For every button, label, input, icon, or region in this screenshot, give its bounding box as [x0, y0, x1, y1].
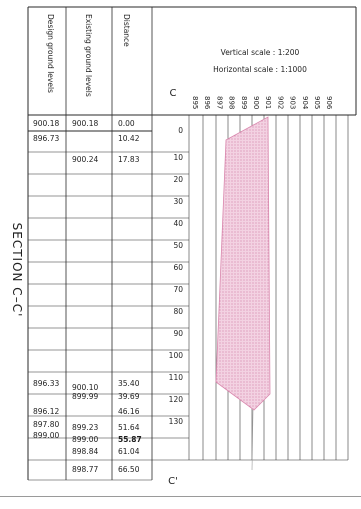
chainage-tick-60: 60	[173, 263, 183, 272]
row-9-distance: 66.50	[118, 465, 140, 474]
level-tick-901: 901	[264, 96, 272, 109]
row-2-existing: 900.24	[72, 155, 98, 164]
page-bottom-rule	[0, 496, 361, 497]
start-marker: C	[170, 88, 177, 99]
chainage-tick-120: 120	[169, 395, 184, 404]
row-9-existing: 898.77	[72, 465, 98, 474]
level-tick-902: 902	[276, 96, 284, 109]
level-table-lines	[28, 7, 153, 481]
level-tick-896: 896	[203, 96, 211, 110]
chainage-tick-10: 10	[173, 153, 183, 162]
chainage-tick-90: 90	[173, 329, 183, 338]
row-5-distance: 46.16	[118, 407, 140, 416]
level-tick-898: 898	[228, 96, 236, 109]
existing-levels-header: Existing ground levels	[84, 14, 93, 97]
chainage-tick-50: 50	[173, 241, 183, 250]
chainage-tick-80: 80	[173, 307, 183, 316]
chainage-tick-110: 110	[169, 373, 184, 382]
row-8-existing: 898.84	[72, 447, 98, 456]
level-tick-900: 900	[252, 96, 260, 109]
row-4-existing: 899.99	[72, 392, 98, 401]
level-tick-labels: 895 896 897 898 899 900 901 902 903 904 905 906	[191, 96, 333, 110]
level-tick-903: 903	[289, 96, 297, 109]
row-7-existing: 899.00	[72, 435, 98, 444]
chainage-tick-30: 30	[173, 197, 183, 206]
reference-existing-level: 900.18	[72, 119, 98, 128]
distance-header: Distance	[122, 14, 131, 47]
level-tick-905: 905	[313, 96, 321, 109]
fill-hatch-area	[215, 116, 271, 411]
row-7-distance: 55.87	[118, 435, 142, 444]
chainage-tick-40: 40	[173, 219, 183, 228]
end-marker: C'	[168, 476, 178, 487]
level-tick-904: 904	[301, 96, 309, 110]
chainage-tick-100: 100	[169, 351, 184, 360]
vertical-scale-note: Vertical scale : 1:200	[221, 48, 300, 57]
section-label: SECTION C–C'	[10, 223, 24, 318]
row-3-distance: 35.40	[118, 379, 140, 388]
chainage-tick-labels: 0 10 20 30 40 50 60 70 80 90 100 110 120 130	[169, 126, 184, 426]
level-tick-895: 895	[191, 96, 199, 109]
chainage-tick-20: 20	[173, 175, 183, 184]
reference-distance: 0.00	[118, 119, 135, 128]
row-7-design: 899.00	[33, 431, 59, 440]
row-6-design: 897.80	[33, 420, 59, 429]
reference-design-level: 900.18	[33, 119, 59, 128]
chainage-tick-70: 70	[173, 285, 183, 294]
chainage-tick-0: 0	[178, 126, 183, 135]
ground-profile-line	[251, 409, 254, 471]
row-6-distance: 51.64	[118, 423, 140, 432]
row-3-existing: 900.10	[72, 383, 98, 392]
design-levels-header: Design ground levels	[46, 14, 55, 93]
row-1-distance: 10.42	[118, 134, 140, 143]
row-4-distance: 39.69	[118, 392, 140, 401]
row-8-distance: 61.04	[118, 447, 140, 456]
row-6-existing: 899.23	[72, 423, 98, 432]
drawing-frame	[27, 6, 357, 480]
row-1-design: 896.73	[33, 134, 59, 143]
row-5-design: 896.12	[33, 407, 59, 416]
horizontal-scale-note: Horizontal scale : 1:1000	[213, 65, 307, 74]
level-tick-897: 897	[215, 96, 223, 109]
level-tick-899: 899	[240, 96, 248, 109]
chainage-tick-130: 130	[169, 417, 184, 426]
level-tick-906: 906	[325, 96, 333, 110]
row-3-design: 896.33	[33, 379, 59, 388]
row-2-distance: 17.83	[118, 155, 140, 164]
